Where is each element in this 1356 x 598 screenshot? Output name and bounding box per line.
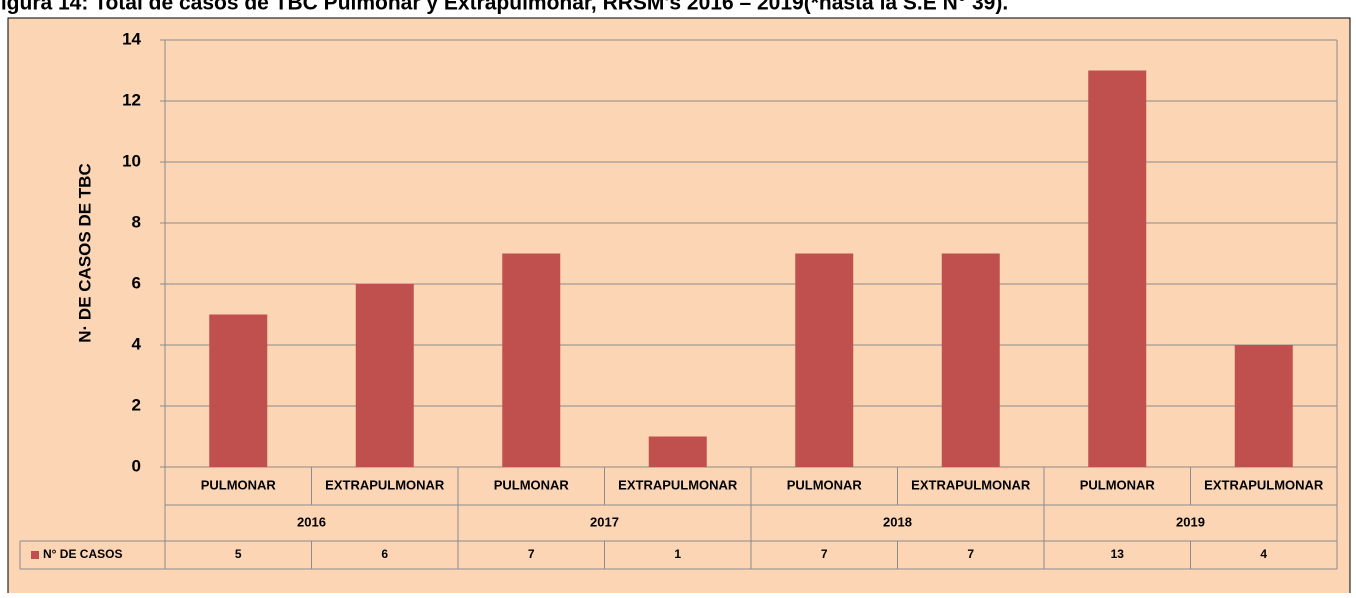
chart-title: Figura 14: Total de casos de TBC Pulmona…	[0, 0, 1008, 15]
y-tick-label: 4	[132, 334, 142, 353]
bar	[209, 314, 268, 467]
group-label: 2016	[297, 514, 326, 529]
group-label: 2017	[590, 514, 619, 529]
bar	[355, 284, 414, 467]
legend-swatch	[31, 551, 39, 559]
table-value: 7	[821, 547, 828, 561]
bar	[502, 253, 561, 467]
table-value: 7	[967, 547, 974, 561]
bar	[648, 436, 707, 467]
y-tick-label: 0	[132, 456, 141, 475]
x-tick-label: EXTRAPULMONAR	[325, 477, 445, 492]
x-tick-label: EXTRAPULMONAR	[618, 477, 738, 492]
y-tick-label: 14	[122, 29, 141, 48]
table-value: 4	[1260, 547, 1267, 561]
x-tick-label: PULMONAR	[201, 477, 277, 492]
x-tick-label: EXTRAPULMONAR	[911, 477, 1031, 492]
y-tick-label: 10	[122, 151, 141, 170]
table-value: 13	[1111, 547, 1125, 561]
bar	[941, 253, 1000, 467]
y-tick-label: 2	[132, 395, 141, 414]
legend-label: N° DE CASOS	[43, 547, 122, 561]
y-axis-label: N· DE CASOS DE TBC	[75, 163, 94, 342]
chart-area	[7, 17, 1351, 598]
x-tick-label: EXTRAPULMONAR	[1204, 477, 1324, 492]
x-tick-label: PULMONAR	[787, 477, 863, 492]
table-value: 5	[235, 547, 242, 561]
y-tick-label: 8	[132, 212, 141, 231]
bar	[1234, 345, 1293, 467]
bar	[1088, 70, 1147, 467]
group-label: 2019	[1176, 514, 1205, 529]
y-tick-label: 12	[122, 90, 141, 109]
table-value: 1	[674, 547, 681, 561]
bar	[795, 253, 854, 467]
group-label: 2018	[883, 514, 912, 529]
x-tick-label: PULMONAR	[1080, 477, 1156, 492]
table-value: 7	[528, 547, 535, 561]
table-value: 6	[381, 547, 388, 561]
x-tick-label: PULMONAR	[494, 477, 570, 492]
y-tick-label: 6	[132, 273, 141, 292]
